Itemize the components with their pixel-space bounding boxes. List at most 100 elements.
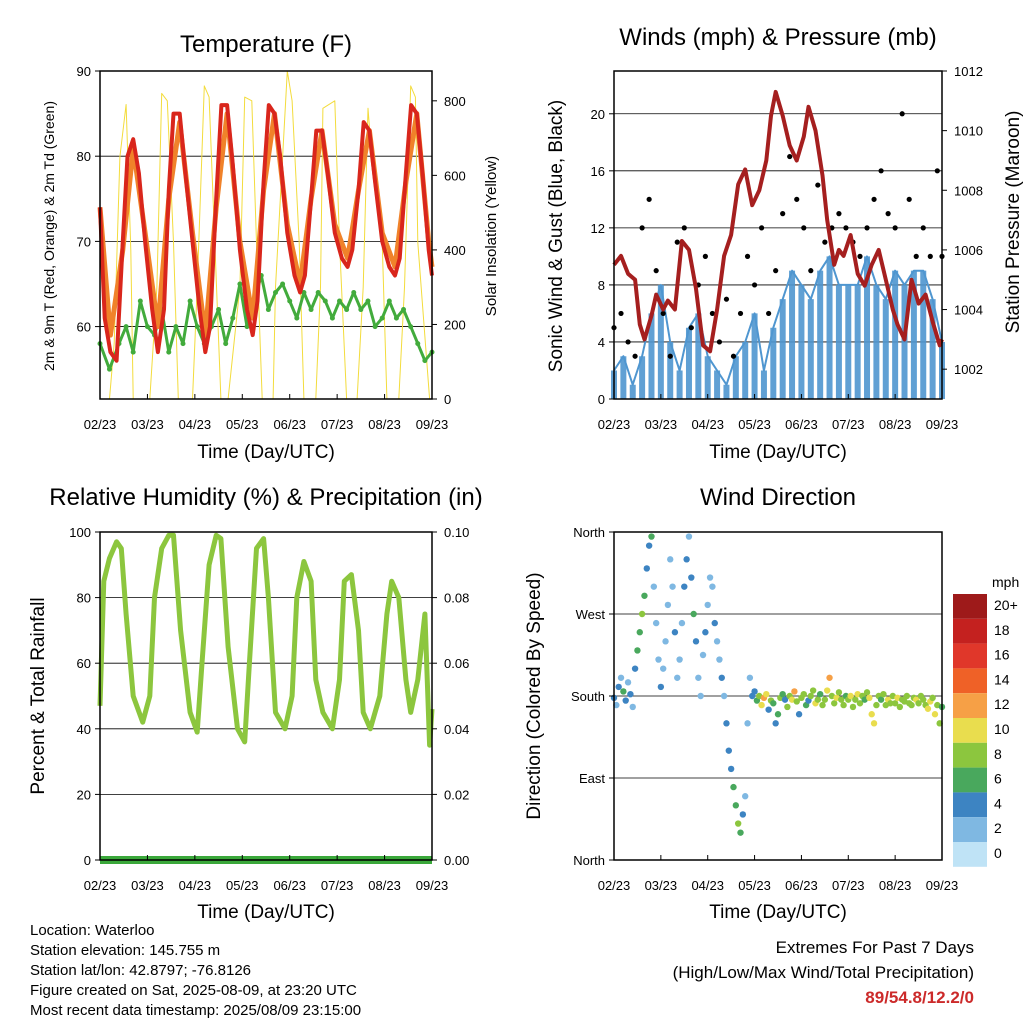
gust-point [934,168,940,174]
temperature-title: Temperature (F) [180,31,352,58]
direction-point [739,811,747,818]
colorbar-swatch [953,718,987,743]
gust-point [836,211,842,217]
direction-point [638,610,646,618]
y2-tick-label: 1012 [954,64,983,79]
y2-tick-label: 1004 [954,303,983,318]
y2-tick-label: 0.06 [444,656,469,671]
gust-point [885,211,891,217]
x-tick-label: 05/23 [738,417,771,432]
direction-point [877,696,885,703]
colorbar-label: 10 [994,721,1010,737]
x-tick-label: 06/23 [785,417,818,432]
direction-point [664,601,672,609]
colorbar-label: 0 [994,845,1002,861]
gust-point [906,196,912,202]
gust-point [625,339,631,345]
gust-point [723,296,730,302]
dewpoint-point [123,324,129,330]
direction-point [931,711,939,718]
direction-point [615,683,622,691]
direction-point [678,619,686,627]
dewpoint-point [237,281,243,287]
direction-point [819,701,826,709]
y2-tick-label: 0.00 [444,853,469,868]
colorbar-swatch [953,842,987,867]
y2-tick-label: 1002 [954,362,983,377]
temp-9m-line [97,111,435,338]
gust-point [646,196,652,202]
direction-point [727,765,735,773]
created-text: Figure created on Sat, 2025-08-09, at 23… [30,982,357,999]
direction-point [620,688,627,695]
gust-point [927,253,933,259]
gust-point [688,325,694,331]
colorbar-label: 8 [994,746,1002,762]
y-tick-label: 8 [598,278,605,293]
colorbar-swatch [953,668,987,694]
humidity-xlabel: Time (Day/UTC) [197,902,335,923]
winds-panel: Winds (mph) & Pressure (mb) 0 4 8 12 16 20 100… [546,24,1024,463]
colorbar-swatch [953,693,987,718]
dewpoint-point [386,298,392,304]
direction-point [826,674,833,681]
direction-point [824,687,831,694]
y2-tick-label: 200 [444,317,466,332]
direction-point [863,689,871,696]
y2-tick-label: 0.04 [444,722,469,737]
extremes-box: Extremes For Past 7 Days (High/Low/Max W… [673,935,974,1010]
direction-point [627,690,634,698]
humidity-ylabel: Percent & Total Rainfall [28,597,49,794]
gust-point [920,225,926,231]
gust-point [843,225,849,231]
direction-point [641,592,648,599]
direction-point [847,692,854,700]
direction-point [791,688,798,695]
extremes-title: Extremes For Past 7 Days [775,938,974,957]
direction-point [699,651,707,659]
gust-point [737,310,744,317]
colorbar-swatch [953,742,987,768]
humidity-panel: Relative Humidity (%) & Precipitation (i… [28,484,483,923]
direction-point [702,629,709,636]
dewpoint-point [287,298,293,304]
direction-point [634,647,641,654]
y2-tick-label: 0.02 [444,787,469,802]
dewpoint-point [322,298,328,304]
dewpoint-point [344,307,350,313]
winds-xlabel: Time (Day/UTC) [709,442,847,463]
direction-point [713,638,721,645]
gust-point [801,225,807,231]
direction-point [831,700,838,707]
direction-point [697,692,704,700]
temperature-xlabel: Time (Day/UTC) [197,442,335,463]
y2-tick-label: 1006 [954,243,983,258]
dewpoint-point [272,290,278,296]
direction-point [924,705,932,712]
direction-point [662,638,669,645]
dewpoint-point [166,349,172,355]
x-tick-label: 05/23 [226,878,259,893]
direction-point [870,720,878,727]
direction-ylabel: Direction (Colored By Speed) [524,572,545,819]
gust-point [892,225,898,231]
gust-point [808,268,814,274]
direction-point [774,711,782,718]
x-tick-label: 08/23 [879,878,912,893]
dewpoint-point [372,324,378,330]
x-tick-label: 02/23 [598,417,631,432]
y-tick-label: 12 [591,221,605,236]
x-tick-label: 03/23 [131,878,164,893]
y-tick-label: 60 [77,320,91,335]
x-tick-label: 05/23 [226,417,259,432]
direction-point [800,690,807,698]
dewpoint-point [265,307,271,313]
humidity-plot-frame [99,531,433,861]
y-tick-label: 60 [77,656,91,671]
colorbar-label: 14 [994,671,1010,687]
direction-point [816,690,824,698]
dewpoint-point [329,315,335,321]
dewpoint-point [315,290,321,296]
direction-point [617,674,625,681]
direction-point [692,638,700,645]
